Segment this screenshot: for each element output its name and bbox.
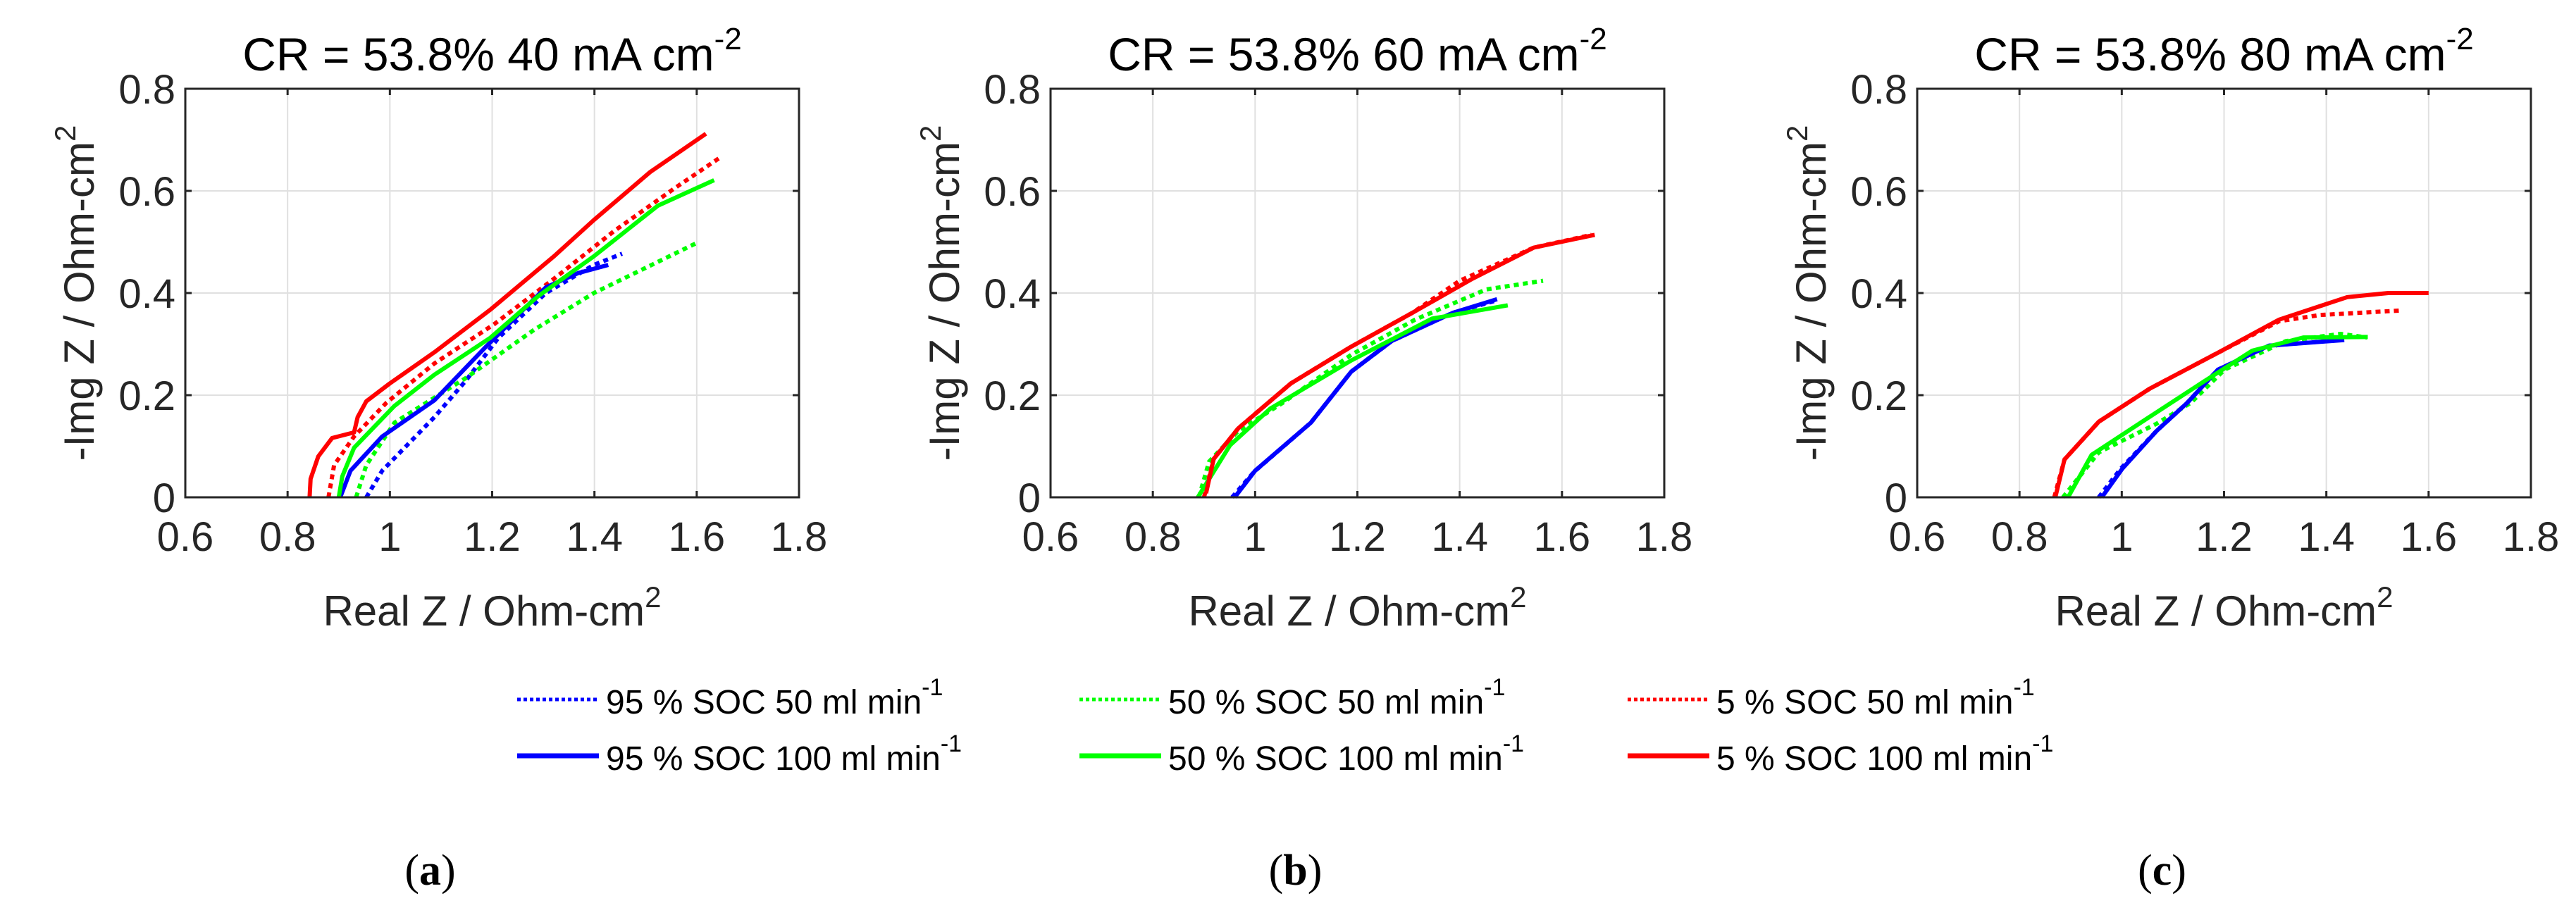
x-tick-label: 1.2 <box>2196 514 2253 560</box>
y-tick-label: 0.6 <box>1850 169 1907 215</box>
plot-frame <box>1916 87 2532 499</box>
series-line-5-soc-100-ml-min-1 <box>1203 232 1595 494</box>
y-tick-label: 0.6 <box>984 169 1041 215</box>
x-tick-label: 1.6 <box>2401 514 2458 560</box>
x-tick-label: 1.2 <box>1329 514 1386 560</box>
x-tick-label: 0.6 <box>157 514 214 560</box>
panel-letter-text: c <box>2153 847 2172 895</box>
panel-c: 0.6 0.8 1 1.2 1.4 1.6 1.8 0 0.2 0.4 0.6 0.8 CR = 53.… <box>1781 22 2559 895</box>
legend-item: 95 % SOC 50 ml min-1 <box>517 674 943 721</box>
panel-title-sup: -2 <box>1580 22 1607 56</box>
series-line-50-soc-100-ml-min-1 <box>336 178 715 498</box>
y-tick-label: 0.8 <box>984 67 1041 113</box>
x-tick-label: 1.8 <box>2503 514 2560 560</box>
series-line-5-soc-50-ml-min-1 <box>1201 232 1592 498</box>
series-line-95-soc-100-ml-min-1 <box>338 263 609 499</box>
series-line-50-soc-50-ml-min-1 <box>1196 278 1544 498</box>
legend-label: 5 % SOC 50 ml min-1 <box>1716 674 2035 721</box>
plot-frame <box>184 87 800 499</box>
x-tick-label: 0.6 <box>1022 514 1079 560</box>
panel-letter-text: a <box>419 847 441 895</box>
x-tick-label: 1.4 <box>2298 514 2355 560</box>
legend-label: 50 % SOC 100 ml min-1 <box>1168 730 1524 778</box>
legend-item: 95 % SOC 100 ml min-1 <box>517 730 962 778</box>
y-tick-label: 0.2 <box>1850 373 1907 419</box>
x-tick-label: 1.8 <box>771 514 828 560</box>
y-axis-label: -Img Z / Ohm-cm2 <box>49 125 103 461</box>
series-line-50-soc-100-ml-min-1 <box>1196 303 1509 499</box>
legend-item: 5 % SOC 50 ml min-1 <box>1628 674 2035 721</box>
y-tick-label: 0.4 <box>984 271 1041 317</box>
legend-label: 95 % SOC 100 ml min-1 <box>606 730 962 778</box>
x-tick-label: 1.4 <box>566 514 623 560</box>
y-tick-label: 0.8 <box>118 67 175 113</box>
panel-letter: (a) <box>404 847 455 895</box>
y-tick-label: 0.2 <box>984 373 1041 419</box>
legend: 95 % SOC 50 ml min-1 50 % SOC 50 ml min-1… <box>517 674 2053 778</box>
panel-title-text: CR = 53.8% 60 mA cm <box>1108 28 1579 80</box>
series-line-5-soc-100-ml-min-1 <box>307 132 707 498</box>
x-tick-label: 0.8 <box>1991 514 2048 560</box>
x-axis-label: Real Z / Ohm-cm2 <box>1188 580 1526 635</box>
x-tick-label: 0.8 <box>1125 514 1182 560</box>
series-line-5-soc-50-ml-min-1 <box>326 156 722 498</box>
legend-label: 50 % SOC 50 ml min-1 <box>1168 674 1505 721</box>
y-tick-label: 0.4 <box>1850 271 1907 317</box>
panel-letter: (b) <box>1269 847 1323 895</box>
y-tick-label: 0.6 <box>118 169 175 215</box>
y-tick-label: 0.8 <box>1850 67 1907 113</box>
series-line-95-soc-100-ml-min-1 <box>2100 337 2345 499</box>
legend-label: 95 % SOC 50 ml min-1 <box>606 674 943 721</box>
series-line-50-soc-50-ml-min-1 <box>2061 332 2368 499</box>
panel-letter-text: b <box>1283 847 1307 895</box>
series-line-50-soc-50-ml-min-1 <box>354 240 699 498</box>
series-line-5-soc-100-ml-min-1 <box>2053 291 2429 498</box>
panel-title-sup: -2 <box>714 22 742 56</box>
x-tick-label: 1.2 <box>464 514 521 560</box>
panel-title: CR = 53.8% 60 mA cm-2 <box>1108 22 1607 80</box>
y-axis-label: -Img Z / Ohm-cm2 <box>1781 125 1835 461</box>
panel-letter: (c) <box>2138 847 2186 895</box>
x-tick-label: 1 <box>378 514 401 560</box>
x-tick-label: 0.8 <box>259 514 316 560</box>
y-tick-label: 0 <box>1018 475 1041 521</box>
x-tick-label: 1 <box>2110 514 2133 560</box>
y-tick-label: 0 <box>153 475 175 521</box>
panel-title: CR = 53.8% 80 mA cm-2 <box>1974 22 2474 80</box>
x-tick-label: 1.8 <box>1636 514 1693 560</box>
series-line-50-soc-100-ml-min-1 <box>2066 335 2368 499</box>
x-tick-label: 1.4 <box>1431 514 1488 560</box>
panel-title: CR = 53.8% 40 mA cm-2 <box>242 22 742 80</box>
x-tick-label: 1.6 <box>1534 514 1591 560</box>
legend-label: 5 % SOC 100 ml min-1 <box>1716 730 2053 778</box>
legend-item: 5 % SOC 100 ml min-1 <box>1628 730 2053 778</box>
panel-title-text: CR = 53.8% 80 mA cm <box>1974 28 2446 80</box>
panel-b: 0.6 0.8 1 1.2 1.4 1.6 1.8 0 0.2 0.4 0.6 0.8 CR = 53.… <box>914 22 1692 895</box>
panel-title-sup: -2 <box>2446 22 2474 56</box>
plot-frame <box>1049 87 1666 499</box>
x-axis-label: Real Z / Ohm-cm2 <box>323 580 661 635</box>
x-axis-label: Real Z / Ohm-cm2 <box>2055 580 2393 635</box>
y-tick-label: 0.2 <box>118 373 175 419</box>
panel-a: 0.6 0.8 1 1.2 1.4 1.6 1.8 0 0.2 0.4 0.6 0.8 CR = 53.… <box>49 22 827 895</box>
x-tick-label: 1 <box>1244 514 1266 560</box>
x-tick-label: 1.6 <box>669 514 726 560</box>
y-tick-label: 0 <box>1885 475 1907 521</box>
y-tick-label: 0.4 <box>118 271 175 317</box>
series-line-95-soc-50-ml-min-1 <box>2097 337 2342 499</box>
x-tick-label: 0.6 <box>1889 514 1946 560</box>
legend-item: 50 % SOC 50 ml min-1 <box>1079 674 1505 721</box>
legend-item: 50 % SOC 100 ml min-1 <box>1079 730 1524 778</box>
panel-title-text: CR = 53.8% 40 mA cm <box>242 28 714 80</box>
y-axis-label: -Img Z / Ohm-cm2 <box>914 125 968 461</box>
